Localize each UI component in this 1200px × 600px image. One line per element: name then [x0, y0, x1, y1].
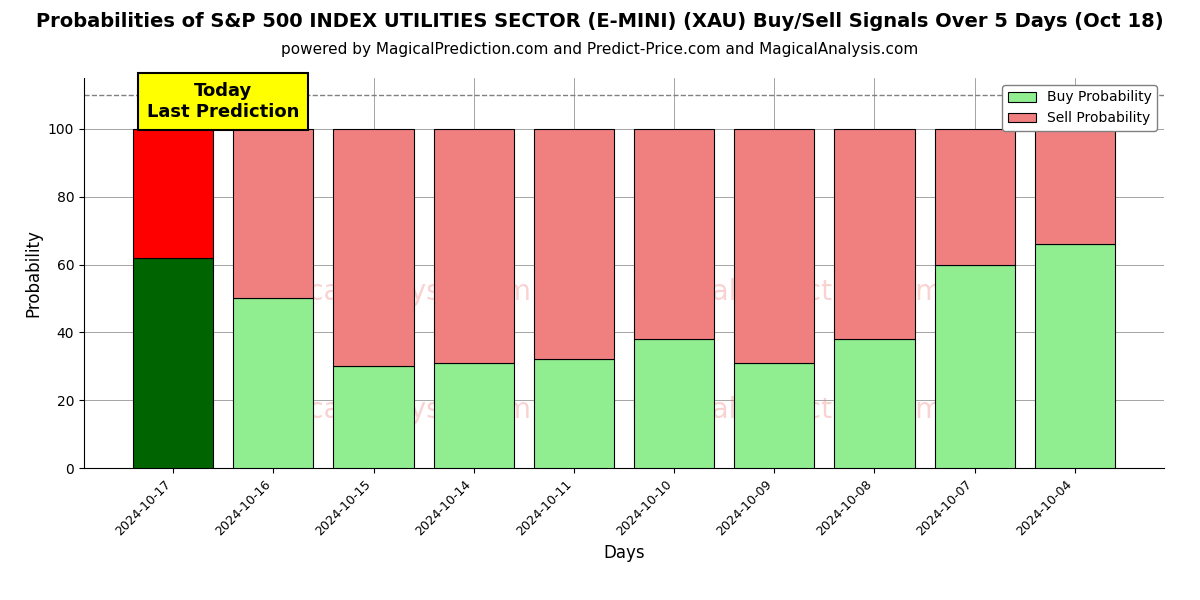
- Bar: [935, 265, 1015, 468]
- Legend: Buy Probability, Sell Probability: Buy Probability, Sell Probability: [1002, 85, 1157, 131]
- Bar: [935, 129, 1015, 265]
- Bar: [334, 366, 414, 468]
- Bar: [433, 363, 514, 468]
- Bar: [634, 129, 714, 339]
- Bar: [1034, 244, 1115, 468]
- Y-axis label: Probability: Probability: [24, 229, 42, 317]
- Bar: [734, 129, 815, 363]
- Text: MagicalPrediction.com: MagicalPrediction.com: [630, 395, 942, 424]
- Bar: [534, 359, 614, 468]
- Text: Today
Last Prediction: Today Last Prediction: [148, 82, 300, 121]
- Bar: [1034, 129, 1115, 244]
- Bar: [534, 129, 614, 359]
- Bar: [133, 129, 214, 258]
- Text: MagicalAnalysis.com: MagicalAnalysis.com: [242, 278, 530, 307]
- Bar: [834, 129, 914, 339]
- X-axis label: Days: Days: [604, 544, 644, 562]
- Text: MagicalPrediction.com: MagicalPrediction.com: [630, 278, 942, 307]
- Text: powered by MagicalPrediction.com and Predict-Price.com and MagicalAnalysis.com: powered by MagicalPrediction.com and Pre…: [281, 42, 919, 57]
- Bar: [334, 129, 414, 366]
- Bar: [634, 339, 714, 468]
- Bar: [834, 339, 914, 468]
- Bar: [233, 129, 313, 298]
- Bar: [734, 363, 815, 468]
- Text: Probabilities of S&P 500 INDEX UTILITIES SECTOR (E-MINI) (XAU) Buy/Sell Signals : Probabilities of S&P 500 INDEX UTILITIES…: [36, 12, 1164, 31]
- Bar: [233, 298, 313, 468]
- Bar: [133, 258, 214, 468]
- Bar: [433, 129, 514, 363]
- Text: MagicalAnalysis.com: MagicalAnalysis.com: [242, 395, 530, 424]
